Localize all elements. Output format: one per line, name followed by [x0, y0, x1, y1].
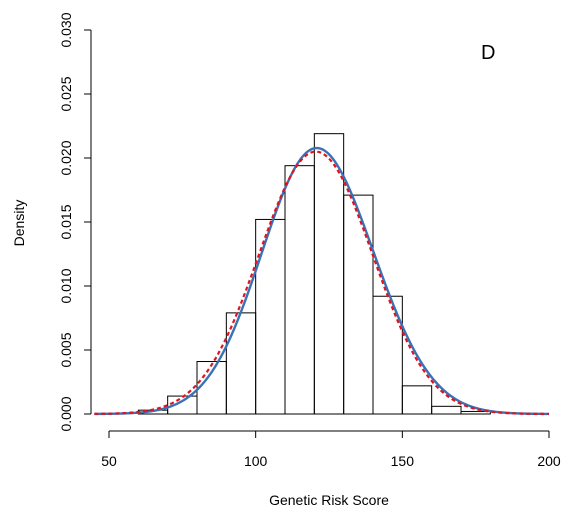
y-axis: 0.000 0.005 0.010 0.015 0.020 0.025 0.030 [58, 12, 92, 432]
y-tick-label-0: 0.000 [58, 396, 74, 431]
y-axis-title: Density [11, 200, 27, 247]
y-tick-label-2: 0.010 [58, 268, 74, 303]
x-tick-label-2: 150 [391, 453, 415, 469]
x-axis: 50 100 150 200 [101, 430, 561, 469]
histogram-bar-2 [196, 361, 227, 415]
x-tick-label-0: 50 [101, 453, 117, 469]
dashed-density-curve [94, 150, 550, 416]
x-tick-label-3: 200 [537, 453, 561, 469]
y-tick-label-1: 0.005 [58, 332, 74, 367]
solid-density-curve [94, 146, 549, 416]
x-axis-title: Genetic Risk Score [269, 492, 389, 508]
panel-label: D [481, 42, 495, 64]
histogram-bar-6 [313, 133, 345, 415]
histogram-bars [137, 133, 491, 415]
histogram-bar-11 [460, 410, 491, 415]
y-tick-label-6: 0.030 [58, 12, 74, 47]
histogram-bar-10 [431, 405, 462, 415]
x-tick-label-1: 100 [244, 453, 268, 469]
y-tick-label-5: 0.025 [58, 76, 74, 111]
histogram-bar-7 [343, 194, 374, 415]
y-tick-label-4: 0.020 [58, 140, 74, 175]
density-curves [94, 146, 550, 416]
y-tick-label-3: 0.015 [58, 204, 74, 239]
histogram-bar-9 [401, 385, 433, 415]
histogram-bar-5 [284, 165, 315, 415]
